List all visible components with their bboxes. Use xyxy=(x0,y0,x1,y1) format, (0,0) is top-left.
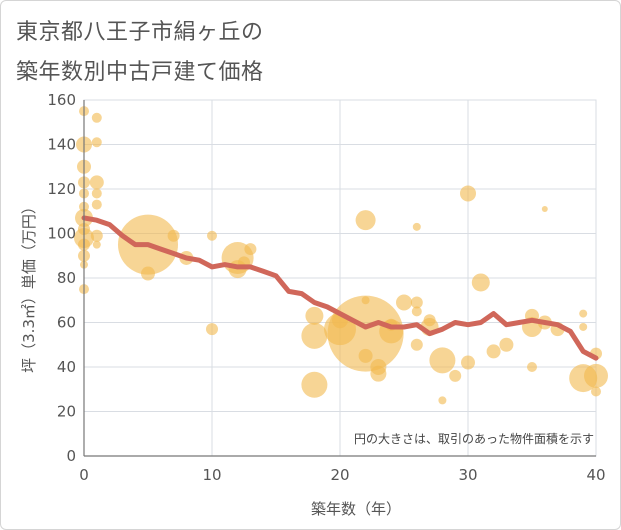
y-tick-label: 60 xyxy=(57,314,76,332)
bubble xyxy=(244,243,257,256)
bubble xyxy=(499,337,514,352)
bubble xyxy=(438,396,447,405)
size-legend-note: 円の大きさは、取引のあった物件面積を示す xyxy=(354,431,594,446)
bubble xyxy=(301,371,328,398)
bubble xyxy=(207,230,217,241)
x-tick-label: 30 xyxy=(458,466,477,484)
bubble xyxy=(579,309,588,318)
y-axis-label: 坪（3.3㎡）単価（万円） xyxy=(20,199,38,373)
bubble-layer xyxy=(74,106,608,405)
bubble xyxy=(355,210,376,231)
bubble xyxy=(305,306,324,325)
bubble xyxy=(301,322,328,349)
bubble xyxy=(584,363,608,388)
y-tick-label: 40 xyxy=(57,358,76,376)
bubble xyxy=(141,266,155,281)
x-tick-label: 10 xyxy=(202,466,221,484)
chart-title-line2: 築年数別中古戸建て価格 xyxy=(16,60,264,85)
x-tick-label: 20 xyxy=(330,466,349,484)
tick-labels: 0 20 40 60 80 100 120 140 160 0 10 20 30 40 xyxy=(47,91,605,484)
bubble xyxy=(460,185,476,202)
bubble xyxy=(579,322,588,331)
grid-lines xyxy=(83,99,597,457)
y-tick-label: 120 xyxy=(47,180,76,198)
x-axis-label: 築年数（年） xyxy=(311,500,401,518)
bubble xyxy=(361,296,370,305)
bubble xyxy=(449,369,462,382)
bubble xyxy=(411,306,422,317)
bubble xyxy=(91,199,102,210)
chart-title-line1: 東京都八王子市絹ヶ丘の xyxy=(16,20,264,45)
bubble xyxy=(410,338,423,351)
bubble xyxy=(206,323,218,336)
bubble xyxy=(91,188,102,199)
bubble xyxy=(90,229,103,242)
y-tick-label: 80 xyxy=(57,269,76,287)
y-tick-label: 100 xyxy=(47,225,76,243)
trend-line xyxy=(81,215,599,361)
y-tick-label: 160 xyxy=(47,91,76,109)
bubble xyxy=(461,355,475,370)
axes xyxy=(83,100,596,457)
bubble xyxy=(429,347,456,374)
x-tick-label: 40 xyxy=(586,466,605,484)
bubble xyxy=(471,273,490,292)
bubble xyxy=(486,344,501,359)
bubble xyxy=(91,112,102,123)
y-tick-label: 140 xyxy=(47,136,76,154)
bubble xyxy=(91,137,102,148)
bubble xyxy=(89,175,104,190)
bubble xyxy=(541,206,548,213)
bubble xyxy=(591,386,601,397)
y-tick-label: 20 xyxy=(57,403,76,421)
bubble xyxy=(423,314,436,327)
bubble xyxy=(92,240,101,249)
bubble xyxy=(167,229,180,242)
bubble xyxy=(396,294,412,311)
bubble xyxy=(410,296,423,309)
y-tick-label: 0 xyxy=(66,447,76,465)
bubble xyxy=(370,365,387,382)
trend-line-layer xyxy=(81,215,599,361)
bubble xyxy=(358,348,373,363)
bubble xyxy=(324,313,356,346)
bubble xyxy=(412,222,421,231)
x-tick-label: 0 xyxy=(79,466,89,484)
bubble xyxy=(527,362,537,372)
